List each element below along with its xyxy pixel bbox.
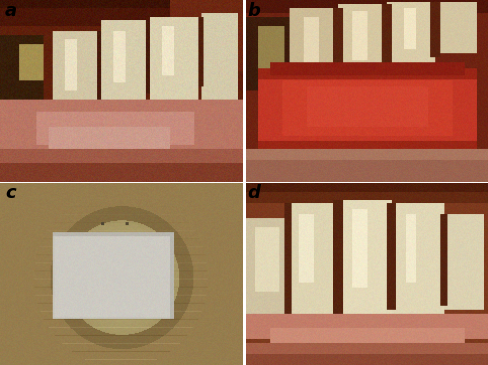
Text: b: b bbox=[246, 2, 259, 20]
Text: c: c bbox=[5, 184, 16, 202]
Text: d: d bbox=[246, 184, 259, 202]
Text: a: a bbox=[5, 2, 17, 20]
